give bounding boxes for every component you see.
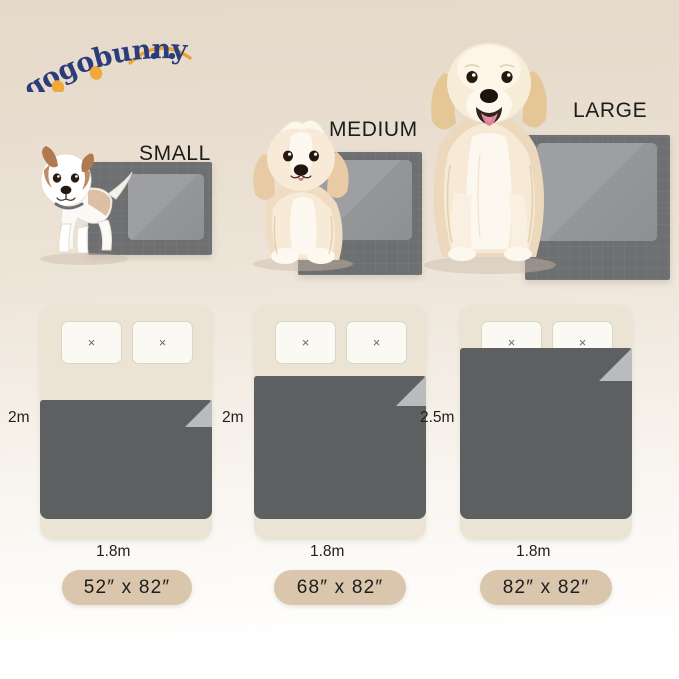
logo-dot-right-icon [89, 66, 103, 80]
dog-small-illustration [40, 146, 133, 265]
dog-large-golden-retriever [410, 25, 570, 275]
pillow-x-icon: × [301, 335, 310, 350]
mat-small-folded-panel [128, 174, 204, 240]
badge-size-medium: 68″ x 82″ [274, 570, 406, 605]
badge-size-large: 82″ x 82″ [480, 570, 612, 605]
size-label-large: LARGE [573, 99, 648, 122]
bed-small-blanket-fold [185, 400, 212, 427]
bunny-arc-icon [128, 46, 192, 65]
pillow-x-icon: × [158, 335, 167, 350]
dog-small-jack-russell [28, 138, 136, 265]
bunny-eye-right-icon [168, 52, 176, 60]
mat-medium-body [298, 152, 422, 275]
mat-small-diagonal-seam [128, 174, 204, 240]
bed-small-blanket [40, 400, 212, 519]
bed-small-pillow-left: × [61, 321, 122, 364]
size-label-small: SMALL [139, 142, 211, 165]
mat-large-body [525, 135, 670, 280]
bed-small-height-label: 2m [8, 409, 30, 426]
bunny-eye-left-icon [150, 52, 158, 60]
dog-medium-shih-tzu [243, 108, 361, 271]
logo-dot-left-icon [51, 80, 65, 92]
logo-graphic: gogobunny [26, 34, 192, 92]
bed-small-pillow-right: × [132, 321, 193, 364]
bed-large-width-label: 1.8m [516, 543, 551, 560]
bed-large-blanket [460, 348, 632, 519]
bed-medium-width-label: 1.8m [310, 543, 345, 560]
bed-medium-blanket-fold [396, 376, 426, 406]
bed-medium-blanket [254, 376, 426, 519]
pillow-x-icon: × [578, 335, 587, 350]
badge-size-small: 52″ x 82″ [62, 570, 192, 605]
bed-large-blanket-fold [599, 348, 632, 381]
product-mat-large [525, 135, 670, 280]
bed-medium-pillow-left: × [275, 321, 336, 364]
mat-small-body [88, 162, 212, 255]
bed-medium-pillow-right: × [346, 321, 407, 364]
size-label-medium: MEDIUM [329, 118, 418, 141]
dog-medium-illustration [253, 120, 353, 271]
pillow-x-icon: × [372, 335, 381, 350]
bed-small-width-label: 1.8m [96, 543, 131, 560]
product-mat-medium [298, 152, 422, 275]
brand-logo: gogobunny [26, 30, 226, 92]
mat-large-diagonal-seam [537, 143, 657, 241]
bed-large-height-label: 2.5m [420, 409, 455, 426]
svg-text:gogobunny: gogobunny [26, 34, 189, 92]
dog-large-illustration [424, 43, 556, 274]
pillow-x-icon: × [507, 335, 516, 350]
product-mat-small [88, 162, 212, 255]
bed-medium-height-label: 2m [222, 409, 244, 426]
mat-large-folded-panel [537, 143, 657, 241]
pillow-x-icon: × [87, 335, 96, 350]
